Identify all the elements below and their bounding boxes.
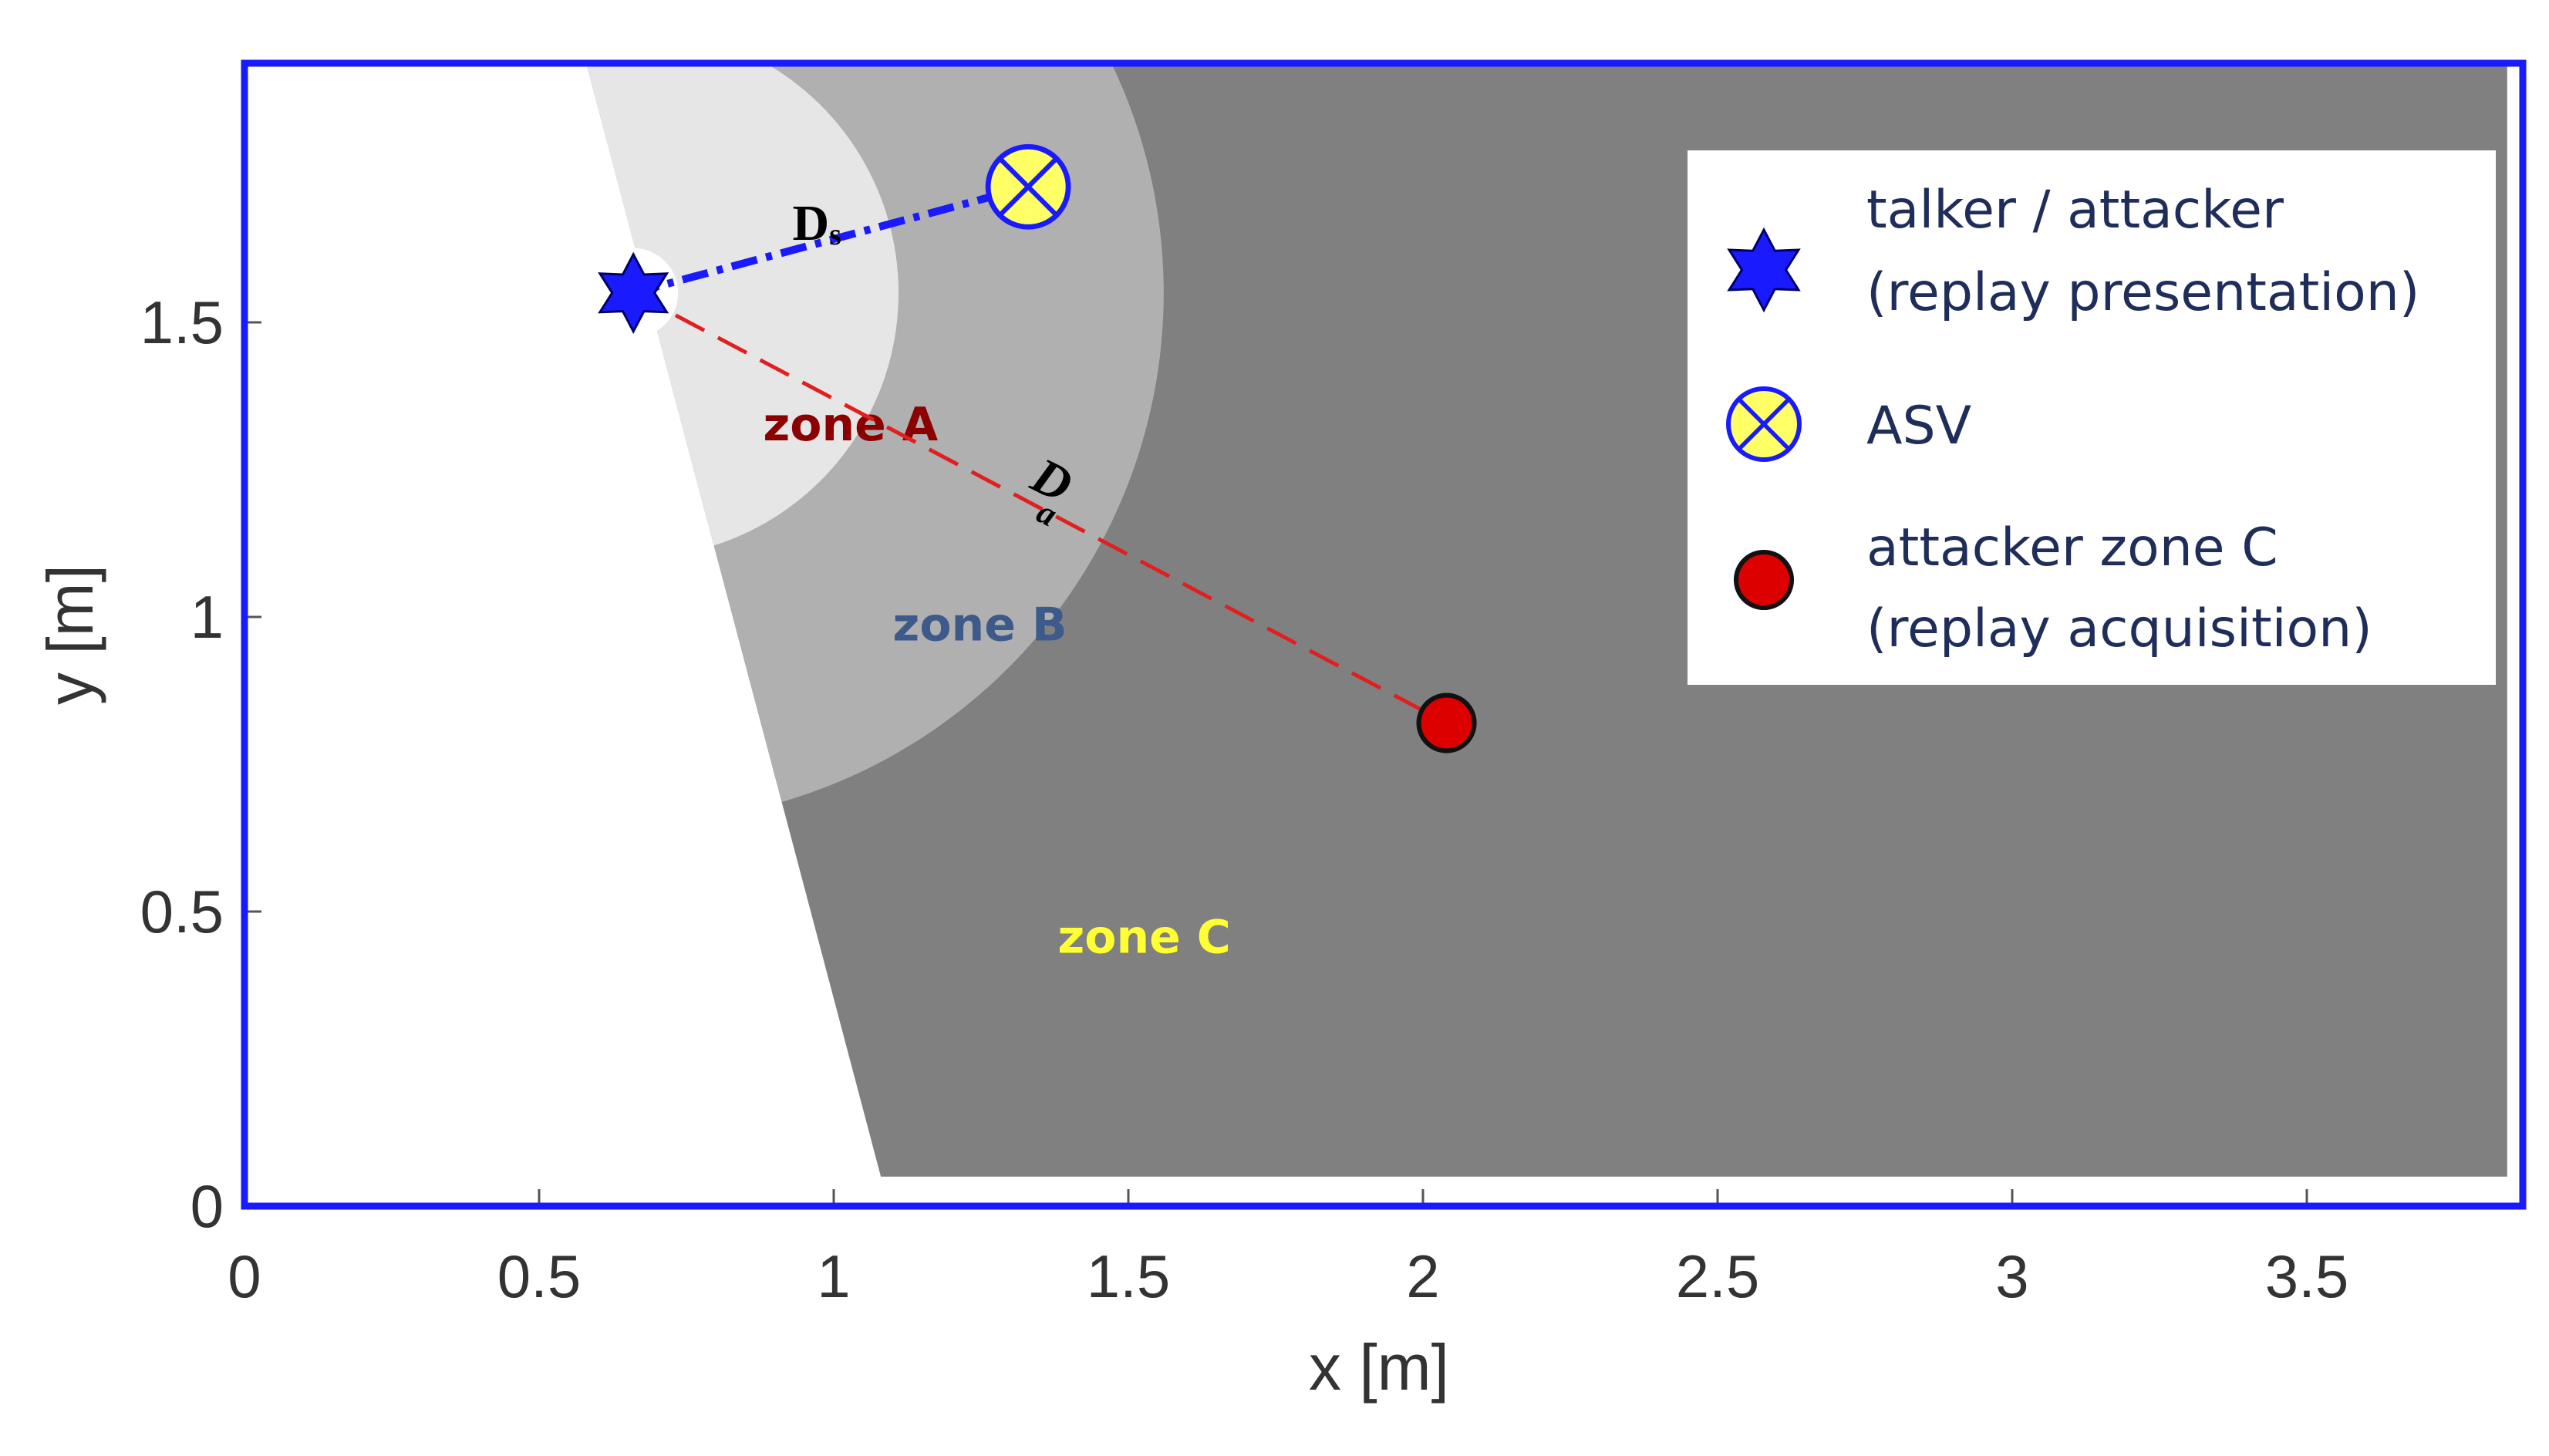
y-tick-label: 1.5 bbox=[140, 288, 224, 356]
y-tick-label: 1 bbox=[191, 583, 224, 651]
legend-attacker-line1: attacker zone C bbox=[1866, 517, 2278, 578]
ds-distance-label: Ds bbox=[793, 195, 841, 251]
asv-cross-b bbox=[998, 157, 1058, 217]
x-tick-label: 1.5 bbox=[1087, 1242, 1170, 1310]
x-tick-label: 0 bbox=[228, 1242, 261, 1310]
legend-talker-line2: (replay presentation) bbox=[1866, 262, 2419, 323]
x-tick-label: 1 bbox=[817, 1242, 850, 1310]
star-shape bbox=[598, 251, 669, 335]
y-axis-label: y [m] bbox=[34, 565, 106, 705]
legend-asv-label: ASV bbox=[1866, 396, 1971, 457]
dot-circle bbox=[1733, 549, 1795, 611]
legend: talker / attacker (replay presentation) … bbox=[1688, 150, 2496, 685]
x-tick-label: 2 bbox=[1406, 1242, 1439, 1310]
asv-cross-b bbox=[1737, 397, 1791, 451]
x-tick-label: 0.5 bbox=[497, 1242, 581, 1310]
y-tick-label: 0 bbox=[191, 1172, 224, 1240]
legend-dot-icon bbox=[1733, 549, 1795, 611]
da-distance-line bbox=[632, 291, 1448, 725]
plot-frame bbox=[241, 59, 2527, 1210]
legend-attacker-line2: (replay acquisition) bbox=[1866, 598, 2372, 659]
asv-marker bbox=[985, 143, 1071, 230]
zone-b-label: zone B bbox=[892, 598, 1067, 652]
legend-star-icon bbox=[1727, 227, 1801, 313]
ds-distance-line bbox=[632, 183, 1030, 297]
zone-a-region bbox=[586, 63, 899, 546]
legend-box bbox=[1688, 150, 2496, 685]
attacker-zone-c-marker bbox=[1416, 693, 1477, 753]
ds-subscript: s bbox=[829, 217, 841, 251]
legend-asv-icon bbox=[1726, 386, 1802, 462]
y-axis-ticks: 0 0.5 1 1.5 bbox=[140, 288, 261, 1240]
talker-star-marker bbox=[598, 251, 669, 335]
x-tick-label: 3 bbox=[1995, 1242, 2028, 1310]
x-tick-label: 2.5 bbox=[1676, 1242, 1759, 1310]
x-axis-ticks: 0 0.5 1 1.5 2 2.5 3 3.5 bbox=[228, 1189, 2348, 1310]
dot-circle bbox=[1416, 693, 1477, 753]
x-tick-label: 3.5 bbox=[2265, 1242, 2348, 1310]
zone-c-label: zone C bbox=[1057, 910, 1230, 964]
legend-talker-line1: talker / attacker bbox=[1866, 180, 2284, 241]
star-shape bbox=[1727, 227, 1801, 313]
ds-main: D bbox=[793, 195, 830, 251]
y-tick-label: 0.5 bbox=[140, 878, 224, 945]
x-axis-label: x [m] bbox=[1309, 1331, 1449, 1404]
